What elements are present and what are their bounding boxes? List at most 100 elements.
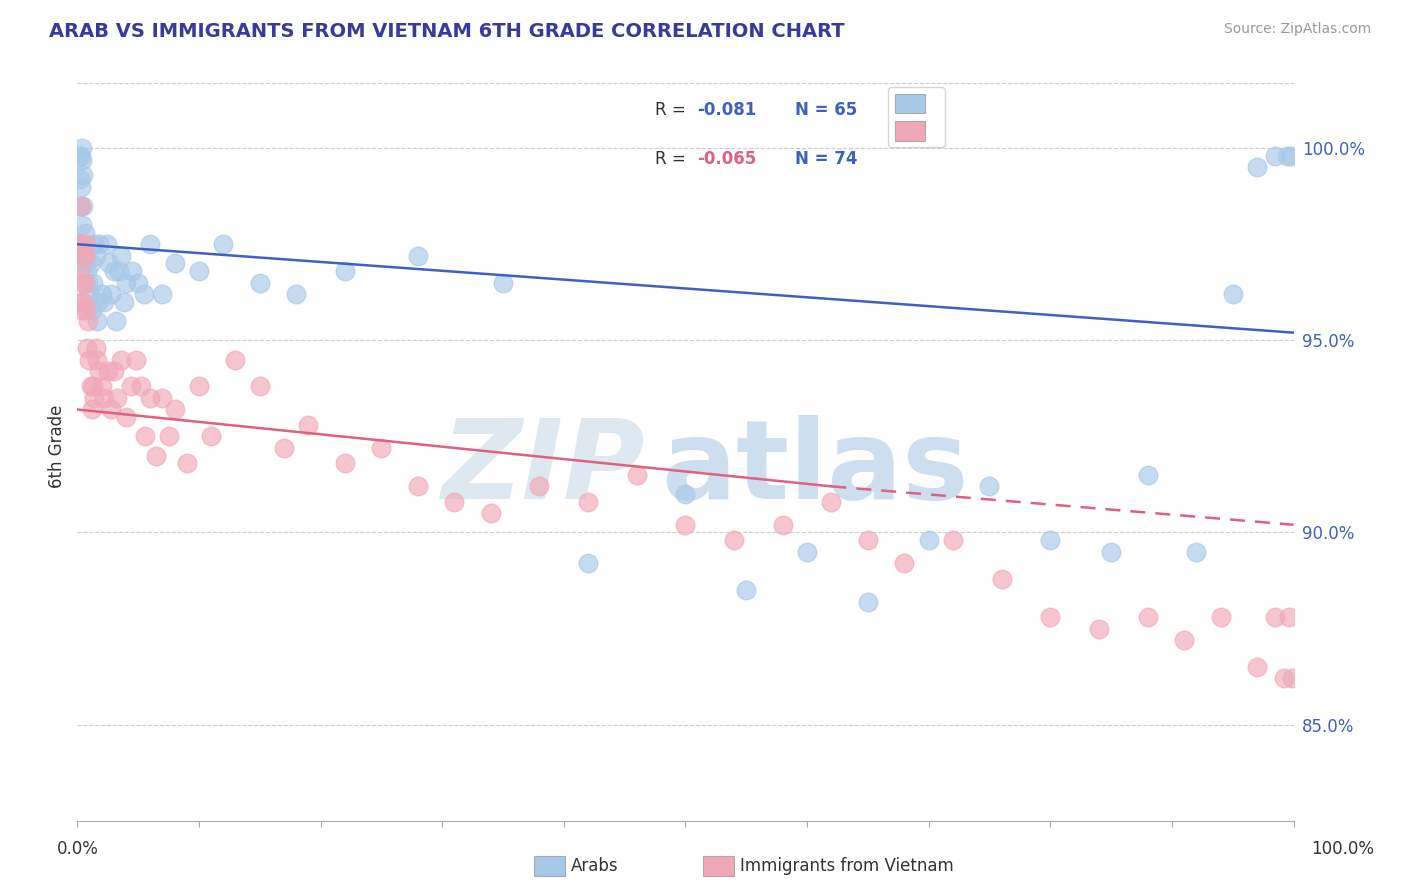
Text: R =: R = — [655, 102, 690, 120]
Point — [1039, 610, 1062, 624]
Text: Immigrants from Vietnam: Immigrants from Vietnam — [740, 857, 953, 875]
Point — [89, 364, 111, 378]
Point — [96, 237, 118, 252]
Point — [406, 249, 429, 263]
Point — [1246, 161, 1268, 175]
Point — [93, 391, 115, 405]
Point — [103, 264, 125, 278]
Point — [820, 494, 842, 508]
Point — [76, 341, 98, 355]
Point — [70, 218, 93, 232]
Point — [249, 379, 271, 393]
Point — [1039, 533, 1062, 548]
Point — [69, 294, 91, 309]
Text: Source: ZipAtlas.com: Source: ZipAtlas.com — [1223, 22, 1371, 37]
Point — [80, 402, 103, 417]
Point — [72, 294, 94, 309]
Point — [157, 429, 180, 443]
Point — [80, 302, 103, 317]
Text: R =: R = — [655, 150, 690, 168]
Point — [103, 364, 125, 378]
Point — [249, 276, 271, 290]
Point — [73, 226, 96, 240]
Point — [224, 352, 246, 367]
Point — [73, 249, 96, 263]
Point — [576, 556, 599, 570]
Point — [675, 487, 697, 501]
Point — [70, 153, 93, 167]
Point — [72, 249, 94, 263]
Point — [163, 256, 186, 270]
Point — [69, 199, 91, 213]
Point — [90, 379, 112, 393]
Point — [121, 264, 143, 278]
Point — [134, 429, 156, 443]
Point — [120, 379, 142, 393]
Point — [139, 391, 162, 405]
Point — [576, 494, 599, 508]
Point — [73, 256, 96, 270]
Point — [129, 379, 152, 393]
Point — [1264, 149, 1286, 163]
Point — [942, 533, 965, 548]
Point — [73, 276, 96, 290]
Point — [110, 352, 132, 367]
Point — [70, 149, 93, 163]
Point — [79, 352, 101, 367]
Point — [70, 141, 93, 155]
Point — [1277, 149, 1299, 163]
Point — [479, 506, 502, 520]
Point — [82, 276, 104, 290]
Point — [125, 352, 148, 367]
Point — [115, 410, 138, 425]
Point — [979, 479, 1001, 493]
Point — [1185, 544, 1208, 558]
Point — [856, 594, 879, 608]
Point — [127, 276, 149, 290]
Point — [86, 314, 108, 328]
Legend: , : , — [889, 87, 945, 147]
Point — [333, 456, 356, 470]
Point — [83, 237, 105, 252]
Point — [80, 379, 103, 393]
Point — [67, 237, 90, 252]
Point — [772, 517, 794, 532]
Point — [80, 256, 103, 270]
Point — [110, 249, 132, 263]
Point — [152, 287, 174, 301]
Point — [626, 467, 648, 482]
Point — [856, 533, 879, 548]
Point — [893, 556, 915, 570]
Point — [79, 287, 101, 301]
Point — [93, 294, 115, 309]
Text: atlas: atlas — [661, 415, 969, 522]
Point — [273, 441, 295, 455]
Point — [723, 533, 745, 548]
Point — [84, 341, 107, 355]
Point — [77, 314, 100, 328]
Y-axis label: 6th Grade: 6th Grade — [48, 404, 66, 488]
Point — [100, 287, 122, 301]
Point — [1088, 622, 1111, 636]
Point — [1099, 544, 1122, 558]
Point — [97, 256, 120, 270]
Point — [163, 402, 186, 417]
Point — [285, 287, 308, 301]
Point — [1173, 633, 1195, 648]
Point — [107, 391, 129, 405]
Point — [675, 517, 697, 532]
Point — [1272, 672, 1295, 686]
Text: Arabs: Arabs — [571, 857, 619, 875]
Point — [70, 302, 93, 317]
Point — [70, 276, 93, 290]
Point — [406, 479, 429, 493]
Point — [105, 314, 128, 328]
Point — [134, 287, 156, 301]
Point — [735, 583, 758, 598]
Point — [1278, 610, 1301, 624]
Point — [1136, 610, 1159, 624]
Text: -0.081: -0.081 — [697, 102, 756, 120]
Point — [70, 237, 93, 252]
Point — [70, 237, 93, 252]
Point — [100, 402, 122, 417]
